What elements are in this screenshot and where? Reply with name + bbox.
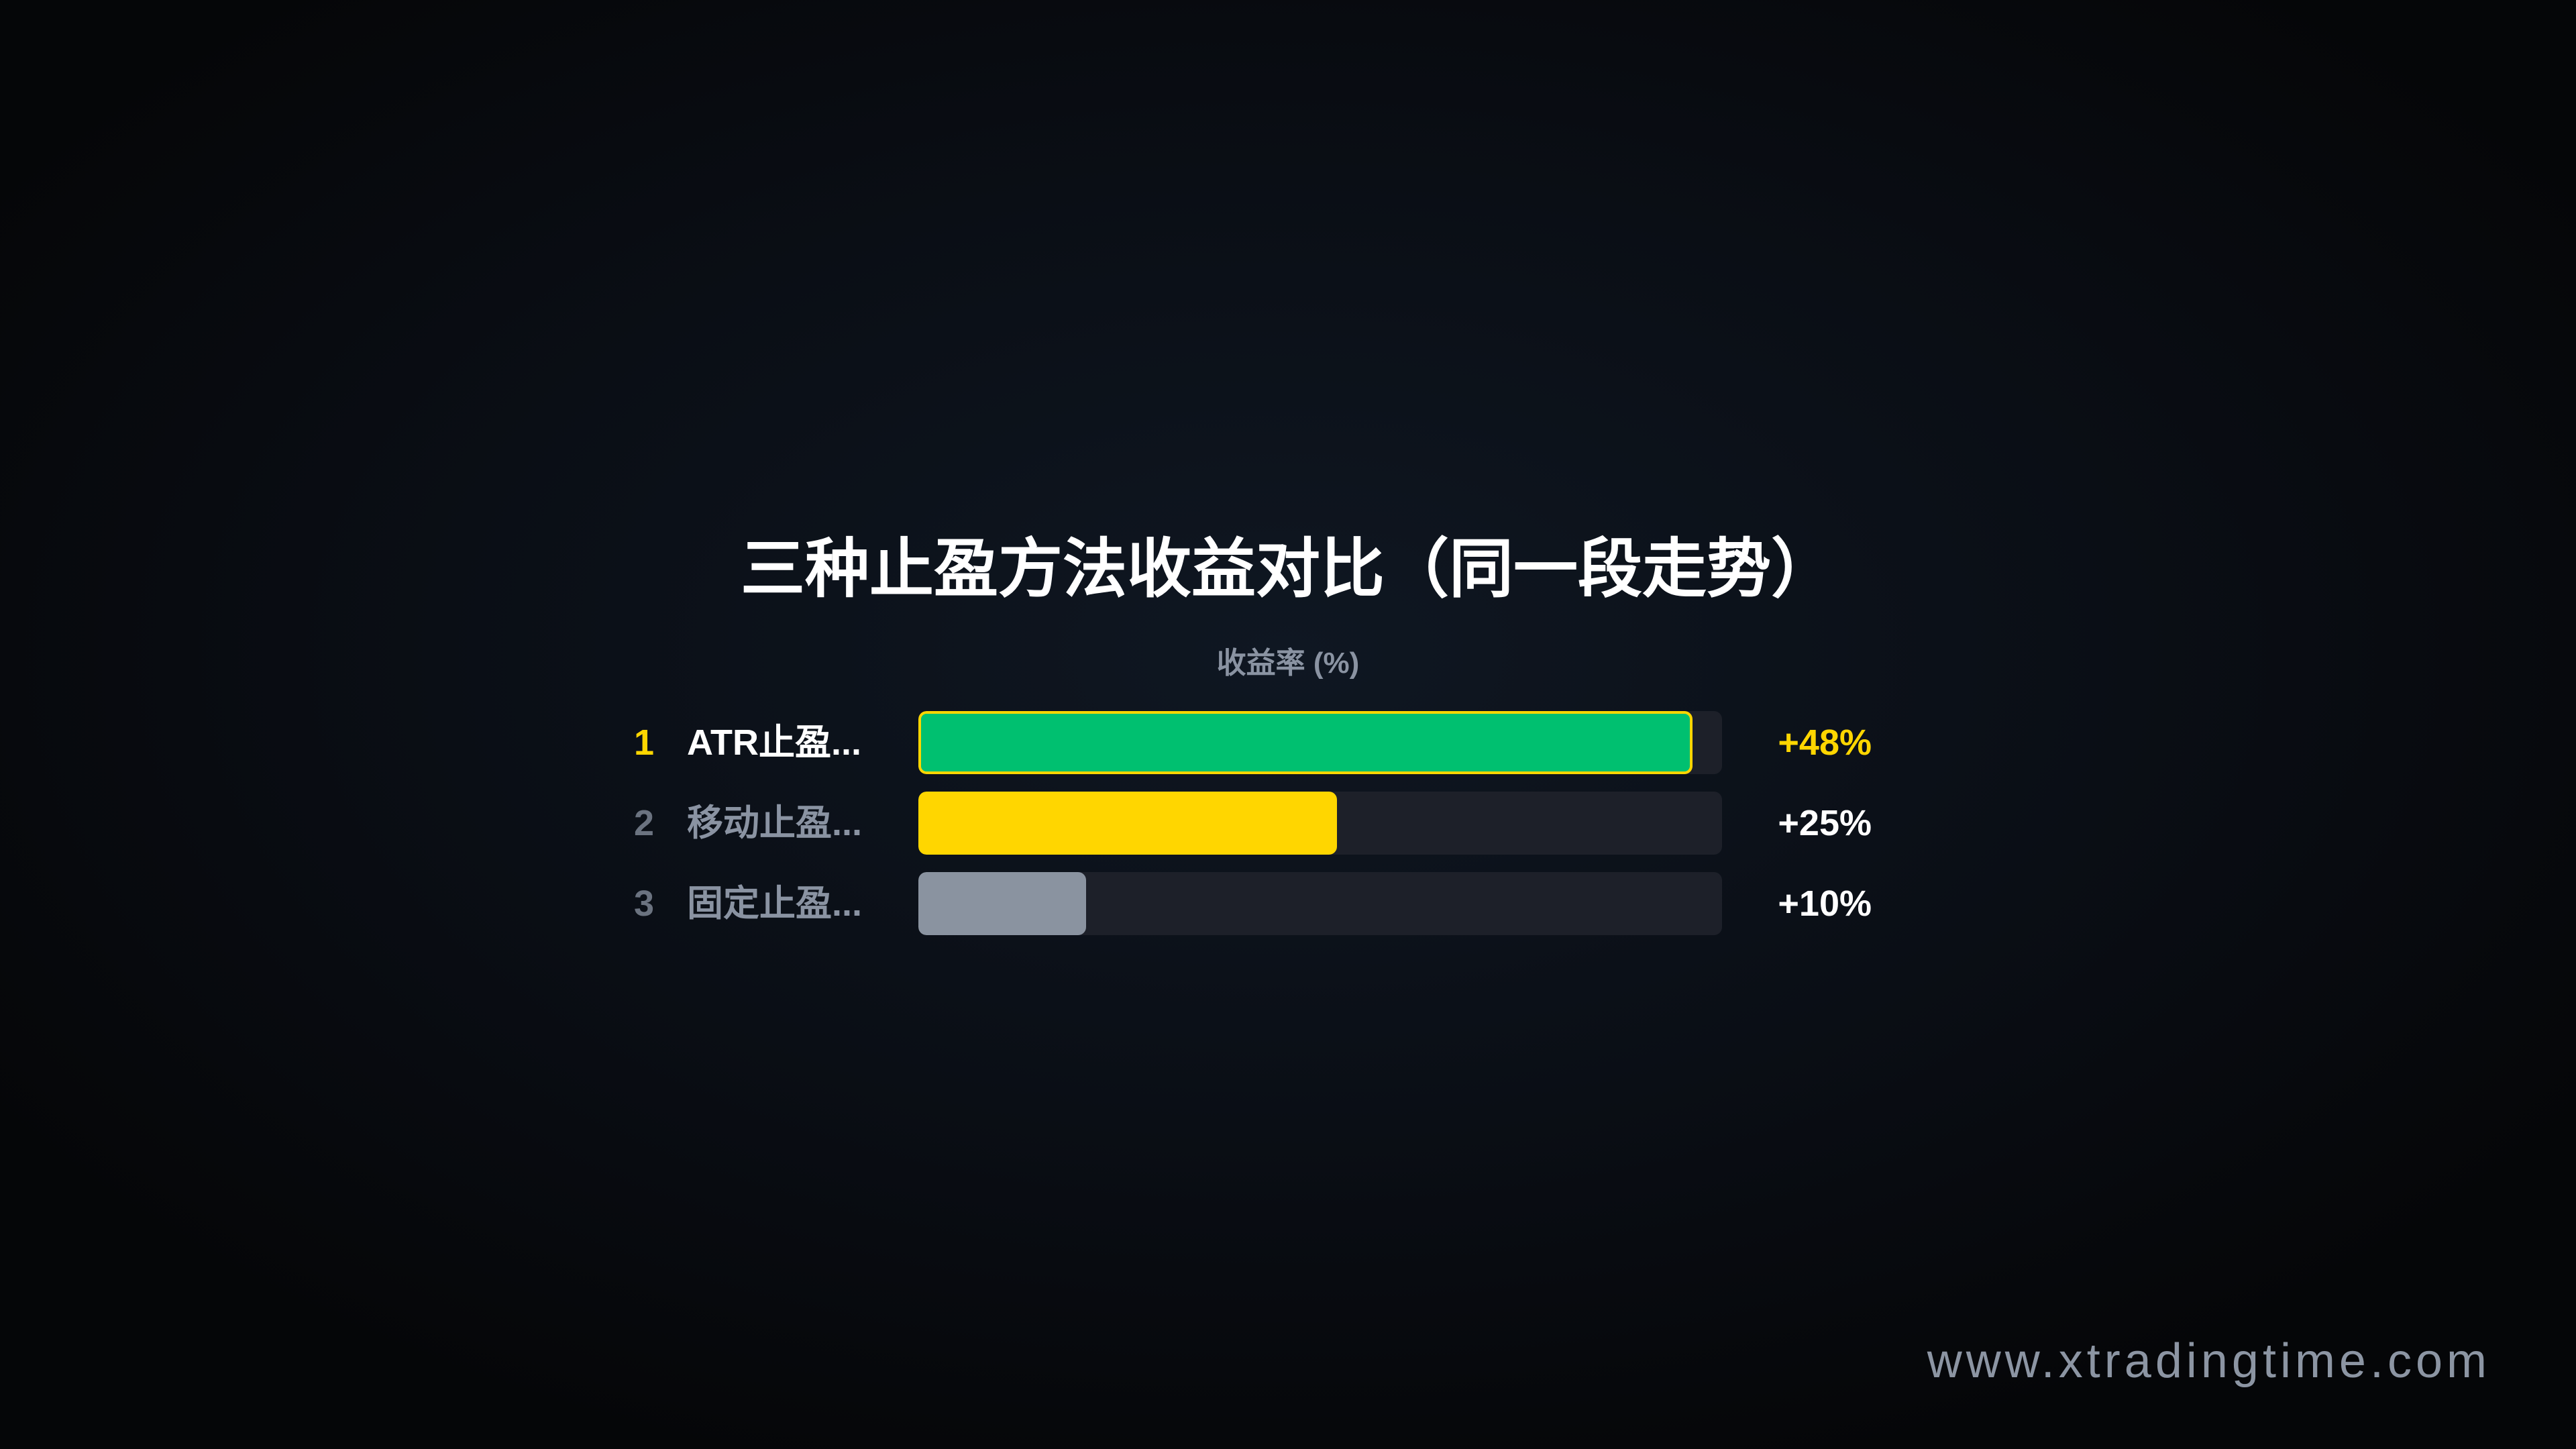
rank-number: 2	[633, 803, 655, 843]
rank-number: 3	[633, 883, 655, 924]
bar-row: 2 移动止盈... +25%	[0, 792, 2576, 855]
bar-track	[918, 711, 1722, 774]
value-label: +25%	[1778, 803, 1872, 843]
category-label: 固定止盈...	[687, 883, 863, 924]
category-label: 移动止盈...	[687, 803, 863, 843]
value-label: +10%	[1778, 883, 1872, 924]
axis-label: 收益率 (%)	[1216, 647, 1360, 680]
bar-track	[918, 872, 1722, 935]
bar	[918, 792, 1337, 855]
value-label: +48%	[1778, 722, 1872, 763]
bar	[918, 711, 1693, 774]
bar-track	[918, 792, 1722, 855]
bar-row: 1 ATR止盈... +48%	[0, 711, 2576, 774]
bar	[918, 872, 1086, 935]
rank-number: 1	[633, 722, 655, 763]
category-label: ATR止盈...	[687, 722, 861, 763]
bar-row: 3 固定止盈... +10%	[0, 872, 2576, 935]
chart-title: 三种止盈方法收益对比（同一段走势）	[741, 533, 1835, 605]
watermark: www.xtradingtime.com	[1927, 1334, 2491, 1388]
